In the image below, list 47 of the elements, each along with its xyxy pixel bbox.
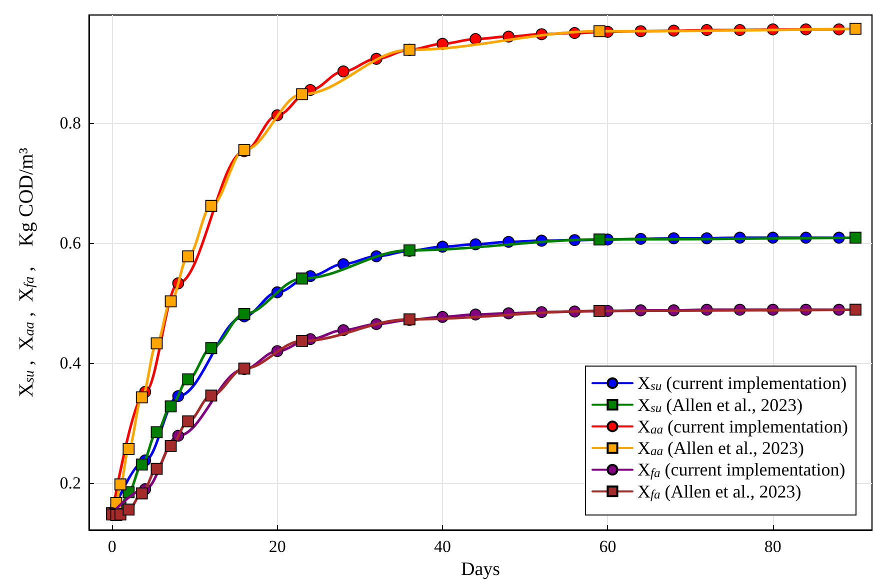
point	[296, 334, 308, 347]
point	[850, 22, 862, 35]
point	[470, 33, 482, 45]
y-axis-title: Xsu , Xaa , Xfa , Kg COD/m³	[16, 148, 38, 398]
point	[164, 400, 177, 412]
x-axis-title: Days	[460, 559, 500, 580]
legend-label: Xsu (Allen et al., 2023)	[637, 394, 803, 415]
point	[114, 478, 126, 490]
legend-label: Xfa (Allen et al., 2023)	[637, 481, 802, 502]
point	[296, 88, 308, 100]
point	[182, 415, 194, 428]
point	[337, 65, 350, 78]
point	[150, 337, 163, 350]
point	[136, 487, 148, 500]
point	[122, 443, 135, 455]
point	[593, 304, 606, 317]
point	[593, 25, 606, 38]
point	[205, 200, 218, 212]
y-tick-label: 0.8	[60, 114, 81, 133]
legend-label: Xaa (current implementation)	[637, 416, 848, 437]
point	[150, 426, 163, 438]
point	[296, 272, 308, 284]
x-tick-label: 60	[599, 537, 616, 556]
point	[164, 295, 177, 308]
point	[164, 440, 177, 452]
x-tick-label: 0	[108, 537, 116, 556]
y-tick-label: 0.4	[60, 354, 82, 373]
point	[850, 232, 862, 244]
point	[182, 250, 194, 262]
point	[122, 504, 135, 516]
point	[182, 373, 194, 386]
x-tick-label: 80	[764, 537, 782, 556]
legend-label: Xsu (current implementation)	[637, 373, 847, 394]
x-tick-label: 20	[268, 537, 286, 556]
point	[593, 234, 606, 246]
point	[238, 308, 250, 320]
point	[136, 391, 148, 404]
legend-label: Xfa (current implementation)	[637, 460, 846, 480]
y-tick-label: 0.2	[60, 474, 81, 493]
legend-label: Xaa (Allen et al., 2023)	[637, 438, 804, 458]
point	[205, 342, 218, 354]
x-tick-label: 40	[434, 537, 452, 556]
point	[136, 458, 148, 471]
point	[850, 304, 862, 316]
point	[205, 390, 218, 402]
point	[150, 462, 163, 475]
y-tick-label: 0.6	[60, 234, 81, 253]
